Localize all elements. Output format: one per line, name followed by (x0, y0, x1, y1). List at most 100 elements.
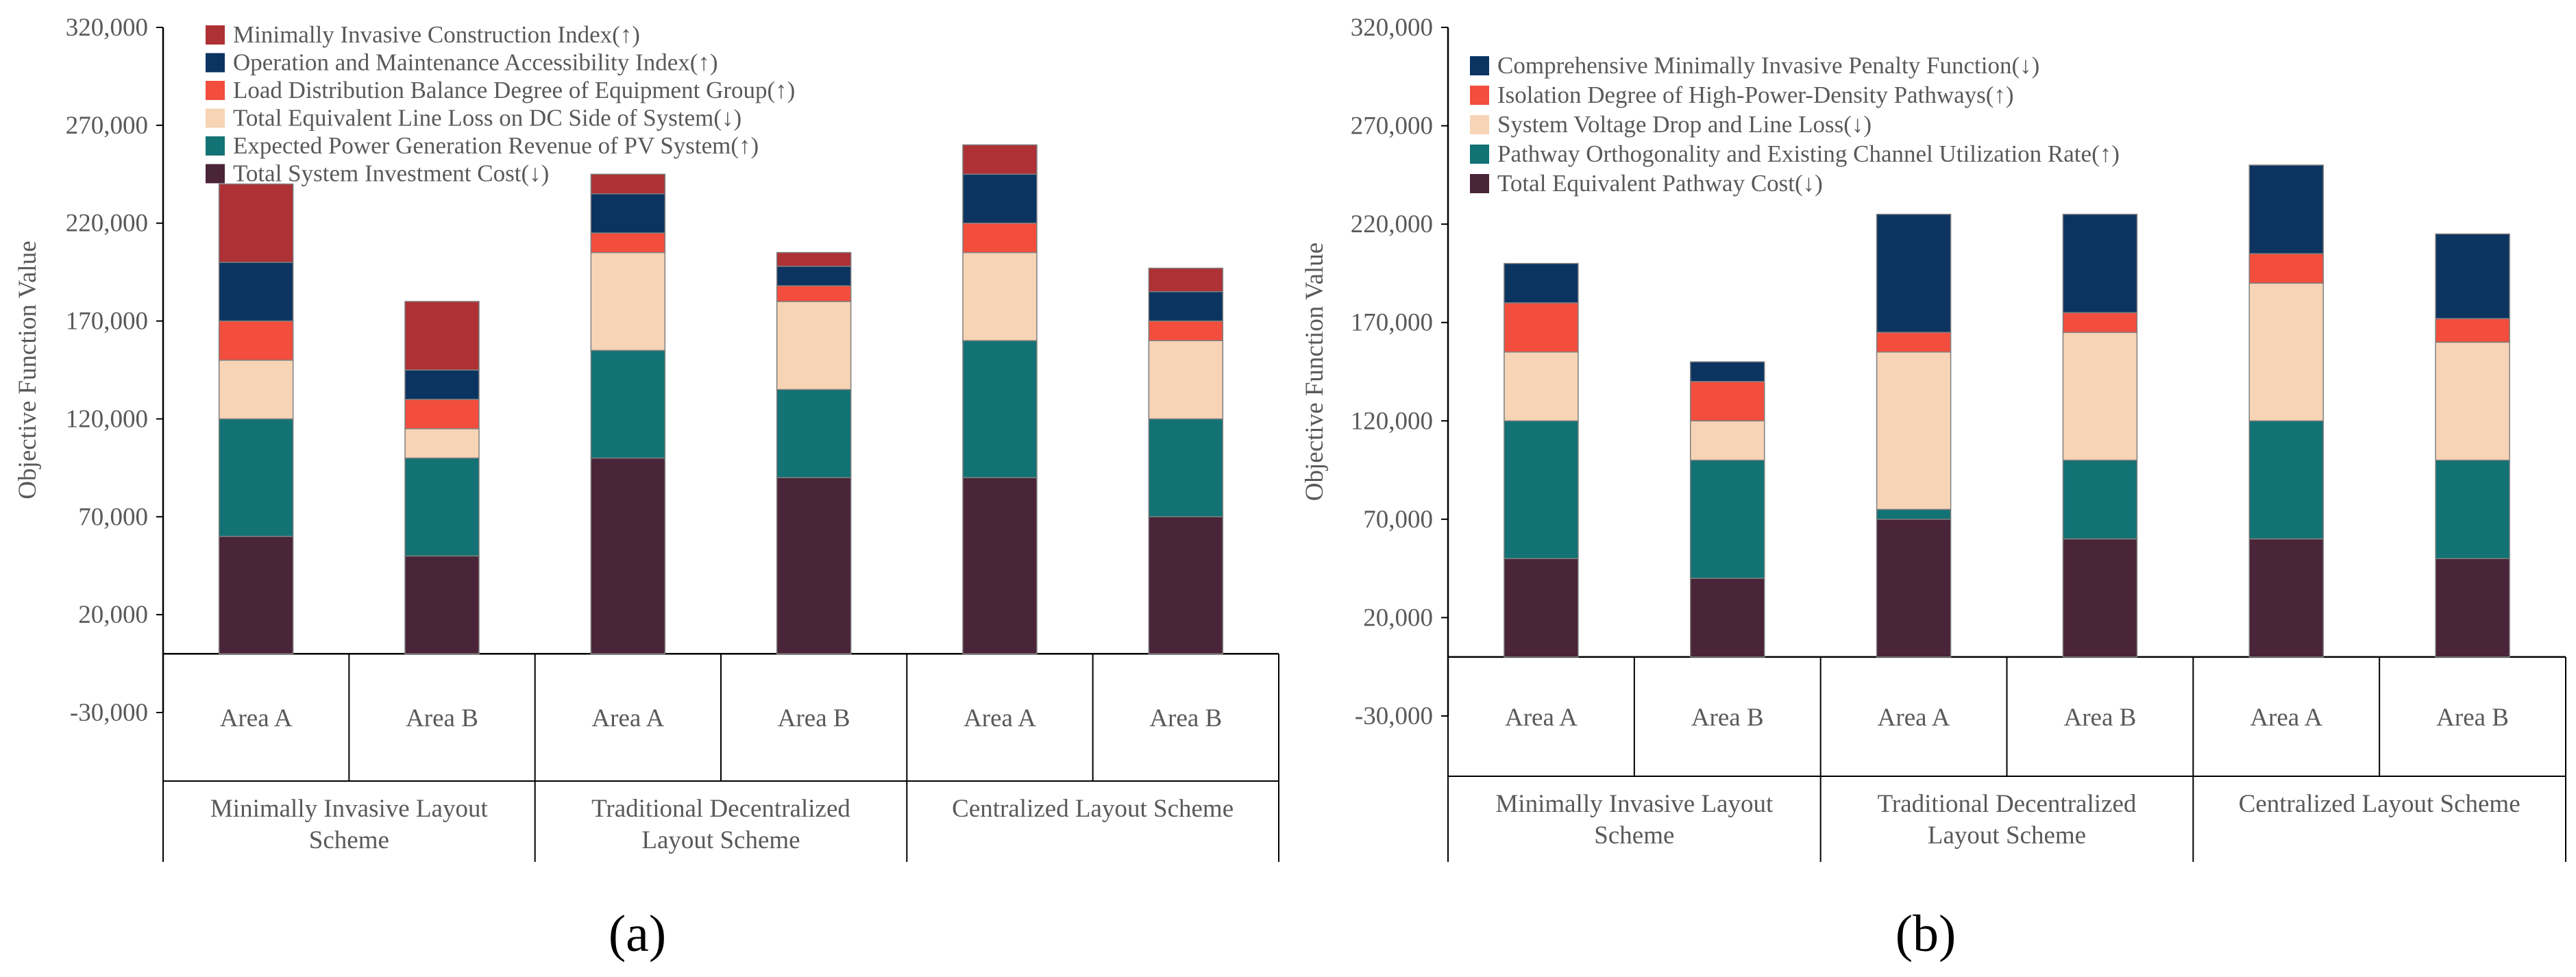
bar-segment (776, 251, 852, 267)
y-tick-label: 320,000 (1351, 14, 1433, 42)
bar-segment (1690, 459, 1765, 579)
x-category-label: Area B (1149, 704, 1222, 732)
panel-label-b: (b) (1896, 905, 1956, 963)
bar-segment (2062, 312, 2138, 333)
legend-label: System Voltage Drop and Line Loss(↓) (1497, 111, 1872, 138)
y-tick-label: 70,000 (1363, 506, 1433, 534)
bar-segment (962, 340, 1038, 478)
x-group-label: Minimally Invasive Layout Scheme (210, 795, 489, 854)
bar-segment (1148, 290, 1224, 322)
y-tick-label: 270,000 (1351, 112, 1433, 140)
bar-segment (962, 477, 1038, 655)
y-axis-title: Objective Function Value (14, 240, 42, 499)
bar-segment (2248, 420, 2324, 540)
bar-segment (1876, 519, 1952, 658)
legend-label: Minimally Invasive Construction Index(↑) (233, 21, 640, 48)
x-category-label: Area A (964, 704, 1036, 732)
x-category-label: Area B (778, 704, 850, 732)
legend-swatch (1470, 86, 1489, 105)
y-tick-label: -30,000 (1355, 702, 1433, 730)
chart-panel-b: 320,000 270,000 220,000 170,000 120,000 70,00… (1301, 14, 2566, 862)
bar-segment (962, 251, 1038, 341)
bar-segment (404, 555, 480, 655)
bar-segment (2435, 459, 2510, 560)
bar-segment (1504, 558, 1579, 658)
bar-segment (962, 144, 1038, 175)
bar-segment (218, 359, 294, 420)
legend-swatch (1470, 145, 1489, 164)
chart-panel-a: 320,000 270,000 220,000 170,000 120,000 70,00… (14, 14, 1279, 862)
bar-segment (404, 369, 480, 400)
bar-segment (2248, 538, 2324, 658)
y-tick-label: 170,000 (66, 308, 148, 336)
bar-segment (1148, 320, 1224, 341)
bar-segment (2062, 459, 2138, 540)
bar-segment (776, 285, 852, 302)
panel-label-a: (a) (609, 905, 666, 963)
y-tick-label: 220,000 (66, 210, 148, 238)
legend-swatch (206, 136, 225, 156)
bar-segment (2435, 341, 2510, 461)
y-tick-label: 20,000 (1363, 604, 1433, 632)
bar-segment (590, 173, 666, 195)
y-tick-label: -30,000 (70, 699, 148, 727)
x-category-label: Area B (1691, 704, 1764, 732)
bar-segment (1876, 351, 1952, 510)
bar-segment (1148, 340, 1224, 420)
bar-segment (404, 301, 480, 371)
legend-label: Operation and Maintenance Accessibility … (233, 49, 718, 76)
bar-segment (1148, 418, 1224, 518)
bar-segment (962, 222, 1038, 253)
x-category-label: Area A (220, 704, 293, 732)
legend-label: Expected Power Generation Revenue of PV … (233, 132, 759, 159)
y-axis-title: Objective Function Value (1301, 243, 1329, 501)
legend-label: Total Equivalent Pathway Cost(↓) (1497, 170, 1823, 197)
bar-segment (1148, 267, 1224, 293)
x-category-label: Area B (406, 704, 478, 732)
x-category-label: Area A (1505, 704, 1578, 732)
legend-label: Comprehensive Minimally Invasive Penalty… (1497, 52, 2039, 79)
bar-segment (590, 251, 666, 351)
y-tick-label: 120,000 (66, 405, 148, 433)
bar-segment (1876, 214, 1952, 333)
bar-segment (1690, 381, 1765, 422)
x-group-label: Traditional Decentralized Layout Scheme (591, 795, 850, 854)
bar-segment (776, 265, 852, 286)
legend-label: Load Distribution Balance Degree of Equi… (233, 77, 795, 103)
bar-segment (2062, 538, 2138, 658)
y-tick-label: 20,000 (78, 601, 148, 629)
y-tick-label: 120,000 (1351, 407, 1433, 435)
bar-segment (1504, 351, 1579, 422)
bar-segment (1690, 361, 1765, 382)
bar-segment (1690, 578, 1765, 658)
bar-segment (2062, 214, 2138, 314)
bar-segment (218, 418, 294, 537)
bar-segment (590, 193, 666, 234)
bar-segment (1504, 262, 1579, 304)
bar-segment (962, 173, 1038, 224)
bar-segment (2248, 282, 2324, 422)
legend-swatch (206, 164, 225, 184)
x-category-label: Area A (2250, 704, 2322, 732)
bar-segment (404, 399, 480, 430)
y-tick-label: 320,000 (66, 14, 148, 42)
bar-segment (2435, 233, 2510, 319)
bar-segment (1690, 420, 1765, 461)
bar-segment (776, 301, 852, 391)
x-category-label: Area B (2436, 704, 2509, 732)
bar-segment (218, 262, 294, 322)
legend-label: Total Equivalent Line Loss on DC Side of… (233, 105, 741, 132)
bar-segment (404, 457, 480, 557)
bar-segment (2435, 318, 2510, 343)
bar-segment (1876, 332, 1952, 353)
legend-swatch (206, 108, 225, 128)
bar-segment (1504, 420, 1579, 560)
bar-segment (218, 536, 294, 655)
legend-swatch (206, 53, 225, 73)
legend-swatch (206, 81, 225, 100)
bar-segment (1504, 302, 1579, 353)
legend-label: Total System Investment Cost(↓) (233, 160, 549, 187)
bar-segment (776, 388, 852, 478)
x-category-label: Area A (591, 704, 664, 732)
